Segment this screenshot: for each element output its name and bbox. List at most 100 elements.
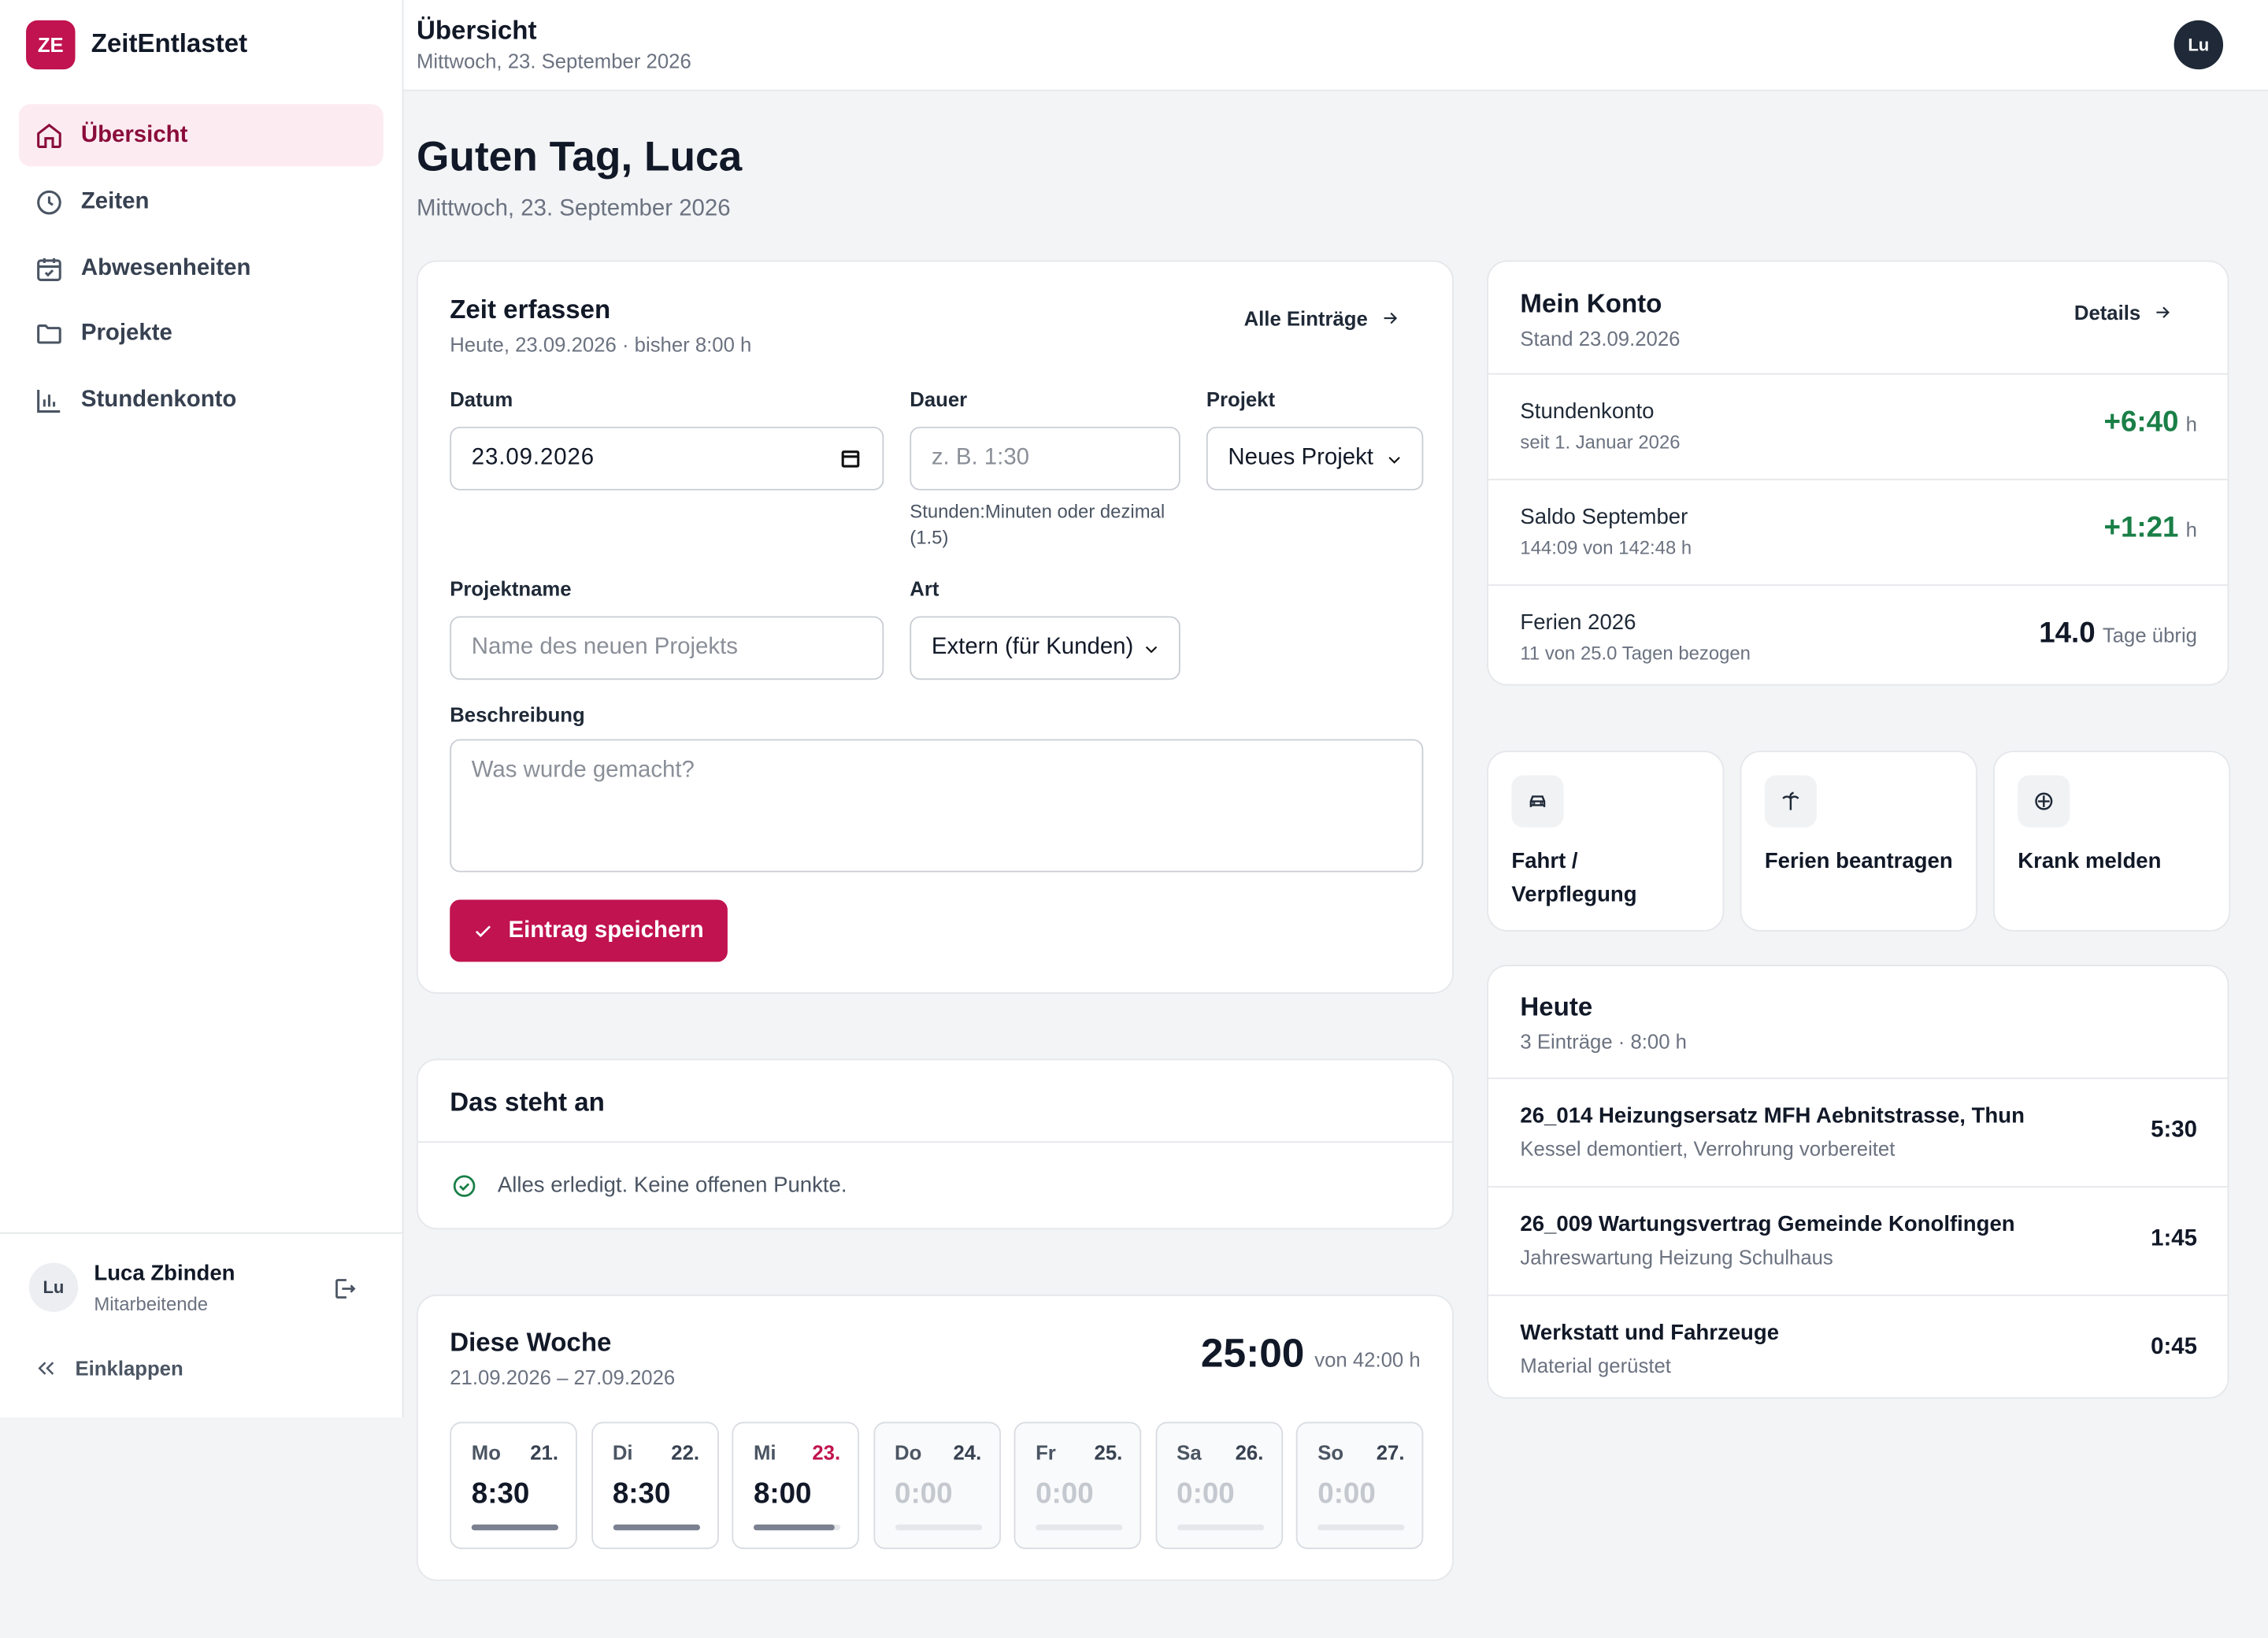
card-subtitle: Stand 23.09.2026 (1520, 327, 1681, 350)
description-input[interactable]: Was wurde gemacht? (450, 739, 1424, 873)
project-select[interactable]: Neues Projekt (1206, 426, 1424, 491)
day-hours: 0:00 (1036, 1478, 1094, 1510)
day-date: 27. (1376, 1440, 1405, 1464)
day-name: Do (895, 1440, 922, 1464)
day-name: So (1317, 1440, 1344, 1464)
input-value: 23.09.2026 (471, 445, 595, 470)
nav-label: Stundenkonto (80, 387, 237, 412)
collapse-label: Einklappen (75, 1356, 183, 1380)
day-name: Mi (753, 1440, 776, 1464)
nav-item[interactable]: Übersicht (18, 104, 384, 167)
action-tile[interactable]: Fahrt / Verpflegung (1487, 750, 1725, 932)
nav-item[interactable]: Stundenkonto (19, 369, 384, 431)
action-tile[interactable]: Ferien beantragen (1740, 750, 1977, 932)
field-label: Projektname (450, 576, 572, 601)
action-icon (2018, 775, 2070, 828)
day-hours: 8:00 (753, 1478, 812, 1510)
day-name: Sa (1177, 1440, 1202, 1464)
card-title: Diese Woche (450, 1328, 612, 1357)
day-tile[interactable]: So 27. 0:00 (1295, 1421, 1424, 1550)
card-subtitle: Heute, 23.09.2026 · bisher 8:00 h (450, 332, 752, 356)
sidebar: ZE ZeitEntlastet Übersicht Zeiten Abwese… (0, 0, 404, 1418)
kind-select[interactable]: Extern (für Kunden) (910, 616, 1180, 680)
row-label: Ferien 2026 (1520, 610, 1636, 636)
upcoming-message: Alles erledigt. Keine offenen Punkte. (497, 1173, 847, 1198)
day-date: 22. (671, 1440, 700, 1464)
entry-hours: 5:30 (2151, 1117, 2198, 1143)
day-date: 21. (530, 1440, 558, 1464)
entry-project: 26_014 Heizungsersatz MFH Aebnitstrasse,… (1520, 1103, 2025, 1128)
progress-track (895, 1524, 982, 1531)
day-tile[interactable]: Di 22. 8:30 (591, 1421, 718, 1550)
entry-note: Kessel demontiert, Verrohrung vorbereite… (1520, 1136, 1896, 1161)
action-tile[interactable]: Krank melden (1993, 750, 2231, 932)
day-tile[interactable]: Mi 23. 8:00 (732, 1421, 860, 1550)
link-label: Alle Einträge (1243, 306, 1368, 330)
account-card: Mein Konto Stand 23.09.2026 Details Stun… (1487, 260, 2229, 686)
today-card: Heute 3 Einträge · 8:00 h 26_014 Heizung… (1487, 965, 2229, 1399)
day-date: 26. (1235, 1440, 1264, 1464)
app-name: ZeitEntlastet (91, 28, 248, 58)
collapse-button[interactable]: Einklappen (35, 1357, 183, 1380)
day-name: Di (612, 1440, 633, 1464)
day-tile[interactable]: Fr 25. 0:00 (1014, 1421, 1142, 1550)
action-label: Fahrt / Verpflegung (1511, 849, 1637, 907)
button-label: Eintrag speichern (508, 917, 704, 943)
row-detail: 144:09 von 142:48 h (1520, 536, 1692, 558)
action-icon (1511, 775, 1564, 828)
unit: Tage übrig (2102, 623, 2198, 647)
divider (0, 1232, 402, 1236)
logout-icon[interactable] (332, 1276, 358, 1302)
row-label: Saldo September (1520, 505, 1688, 530)
project-name-input[interactable]: Name des neuen Projekts (450, 616, 884, 680)
nav-item[interactable]: Zeiten (19, 171, 384, 233)
card-title: Das steht an (450, 1088, 605, 1117)
greeting: Guten Tag, Luca (416, 134, 743, 181)
nav-item[interactable]: Projekte (19, 302, 384, 365)
week-range: 21.09.2026 – 27.09.2026 (450, 1365, 676, 1389)
day-tile[interactable]: Mo 21. 8:30 (450, 1421, 577, 1550)
save-button[interactable]: Eintrag speichern (450, 899, 728, 962)
field-label: Beschreibung (450, 702, 585, 727)
details-link[interactable]: Details (2074, 301, 2173, 324)
card-title: Mein Konto (1520, 289, 1662, 319)
total-hours: 25:00 (1200, 1330, 1305, 1376)
card-subtitle: 3 Einträge · 8:00 h (1520, 1029, 1687, 1054)
top-bar: Übersicht Mittwoch, 23. September 2026 L… (403, 0, 2268, 91)
link-label: Details (2073, 301, 2141, 324)
day-tile[interactable]: Sa 26. 0:00 (1154, 1421, 1283, 1550)
placeholder: Name des neuen Projekts (471, 635, 738, 660)
today-entry[interactable]: Werkstatt und Fahrzeuge Material gerüstet… (1488, 1294, 2228, 1403)
row-value: 14.0 Tage übrig (2039, 617, 2197, 650)
account-row: Saldo September 144:09 von 142:48 h +1:21 h (1488, 478, 2228, 584)
week-total: 25:00 von 42:00 h (1201, 1331, 1421, 1377)
upcoming-card: Das steht an Alles erledigt. Keine offen… (416, 1058, 1454, 1230)
day-name: Mo (471, 1440, 501, 1464)
row-label: Stundenkonto (1520, 398, 1655, 424)
field-hint: Stunden:Minuten oder dezimal (1.5) (910, 500, 1166, 549)
divider (417, 1141, 1453, 1143)
value: +1:21 (2103, 512, 2179, 544)
nav-item[interactable]: Abwesenheiten (19, 237, 384, 299)
progress-track (612, 1524, 700, 1531)
greeting-date: Mittwoch, 23. September 2026 (416, 196, 731, 222)
today-entry[interactable]: 26_009 Wartungsvertrag Gemeinde Konolfin… (1488, 1186, 2228, 1295)
duration-input[interactable]: z. B. 1:30 (910, 426, 1180, 491)
field-label: Dauer (910, 387, 968, 411)
page-date: Mittwoch, 23. September 2026 (416, 49, 691, 72)
day-hours: 8:30 (471, 1478, 530, 1510)
entry-project: 26_009 Wartungsvertrag Gemeinde Konolfin… (1520, 1212, 2015, 1237)
row-detail: 11 von 25.0 Tagen bezogen (1520, 642, 1751, 665)
field-label: Datum (450, 387, 513, 411)
user-avatar: Lu (28, 1262, 79, 1312)
all-entries-link[interactable]: Alle Einträge (1243, 306, 1400, 330)
date-input[interactable]: 23.09.2026 (450, 426, 884, 491)
nav-label: Übersicht (80, 122, 188, 147)
progress-track (1036, 1524, 1123, 1531)
header-avatar[interactable]: Lu (2174, 20, 2224, 70)
today-entry[interactable]: 26_014 Heizungsersatz MFH Aebnitstrasse,… (1488, 1077, 2228, 1186)
day-tile[interactable]: Do 24. 0:00 (873, 1421, 1001, 1550)
progress-track (1317, 1524, 1405, 1531)
